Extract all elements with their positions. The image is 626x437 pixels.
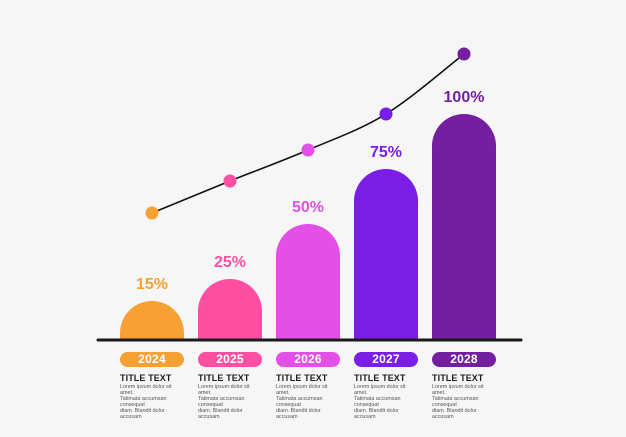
value-label-2025: 25% <box>214 254 246 271</box>
bar-2026 <box>276 224 340 340</box>
column-title: TITLE TEXT <box>432 373 484 383</box>
value-label-2026: 50% <box>292 199 324 216</box>
column-description: Lorem ipsum dolor sit amet. Tatimata acc… <box>432 384 484 420</box>
trend-marker-2028 <box>457 47 471 61</box>
column-info-2026: 2026 TITLE TEXT Lorem ipsum dolor sit am… <box>276 352 340 420</box>
column-info-2028: 2028 TITLE TEXT Lorem ipsum dolor sit am… <box>432 352 496 420</box>
year-pill: 2025 <box>198 352 262 367</box>
column-info-2027: 2027 TITLE TEXT Lorem ipsum dolor sit am… <box>354 352 418 420</box>
bar-2028 <box>432 114 496 340</box>
bar-2025 <box>198 279 262 340</box>
trend-marker-2026 <box>301 143 315 157</box>
trend-marker-2027 <box>379 107 393 121</box>
bar-2024 <box>120 301 184 340</box>
year-pill: 2026 <box>276 352 340 367</box>
column-title: TITLE TEXT <box>198 373 250 383</box>
column-description: Lorem ipsum dolor sit amet. Tatimata acc… <box>198 384 250 420</box>
column-info-2025: 2025 TITLE TEXT Lorem ipsum dolor sit am… <box>198 352 262 420</box>
trend-marker-2024 <box>145 206 159 220</box>
column-description: Lorem ipsum dolor sit amet. Tatimata acc… <box>120 384 172 420</box>
value-label-2027: 75% <box>370 144 402 161</box>
column-description: Lorem ipsum dolor sit amet. Tatimata acc… <box>276 384 328 420</box>
trend-marker-2025 <box>223 174 237 188</box>
trend-curve <box>151 53 465 214</box>
year-pill: 2027 <box>354 352 418 367</box>
markers-layer <box>145 47 471 220</box>
bar-2027 <box>354 169 418 340</box>
column-title: TITLE TEXT <box>120 373 172 383</box>
bars-layer <box>120 114 496 340</box>
value-label-2028: 100% <box>444 89 485 106</box>
column-title: TITLE TEXT <box>276 373 328 383</box>
year-pill: 2024 <box>120 352 184 367</box>
column-description: Lorem ipsum dolor sit amet. Tatimata acc… <box>354 384 406 420</box>
value-label-2024: 15% <box>136 276 168 293</box>
year-pill: 2028 <box>432 352 496 367</box>
column-title: TITLE TEXT <box>354 373 406 383</box>
column-info-2024: 2024 TITLE TEXT Lorem ipsum dolor sit am… <box>120 352 184 420</box>
labels-layer: 15% 25% 50% 75% 100% <box>136 89 484 293</box>
